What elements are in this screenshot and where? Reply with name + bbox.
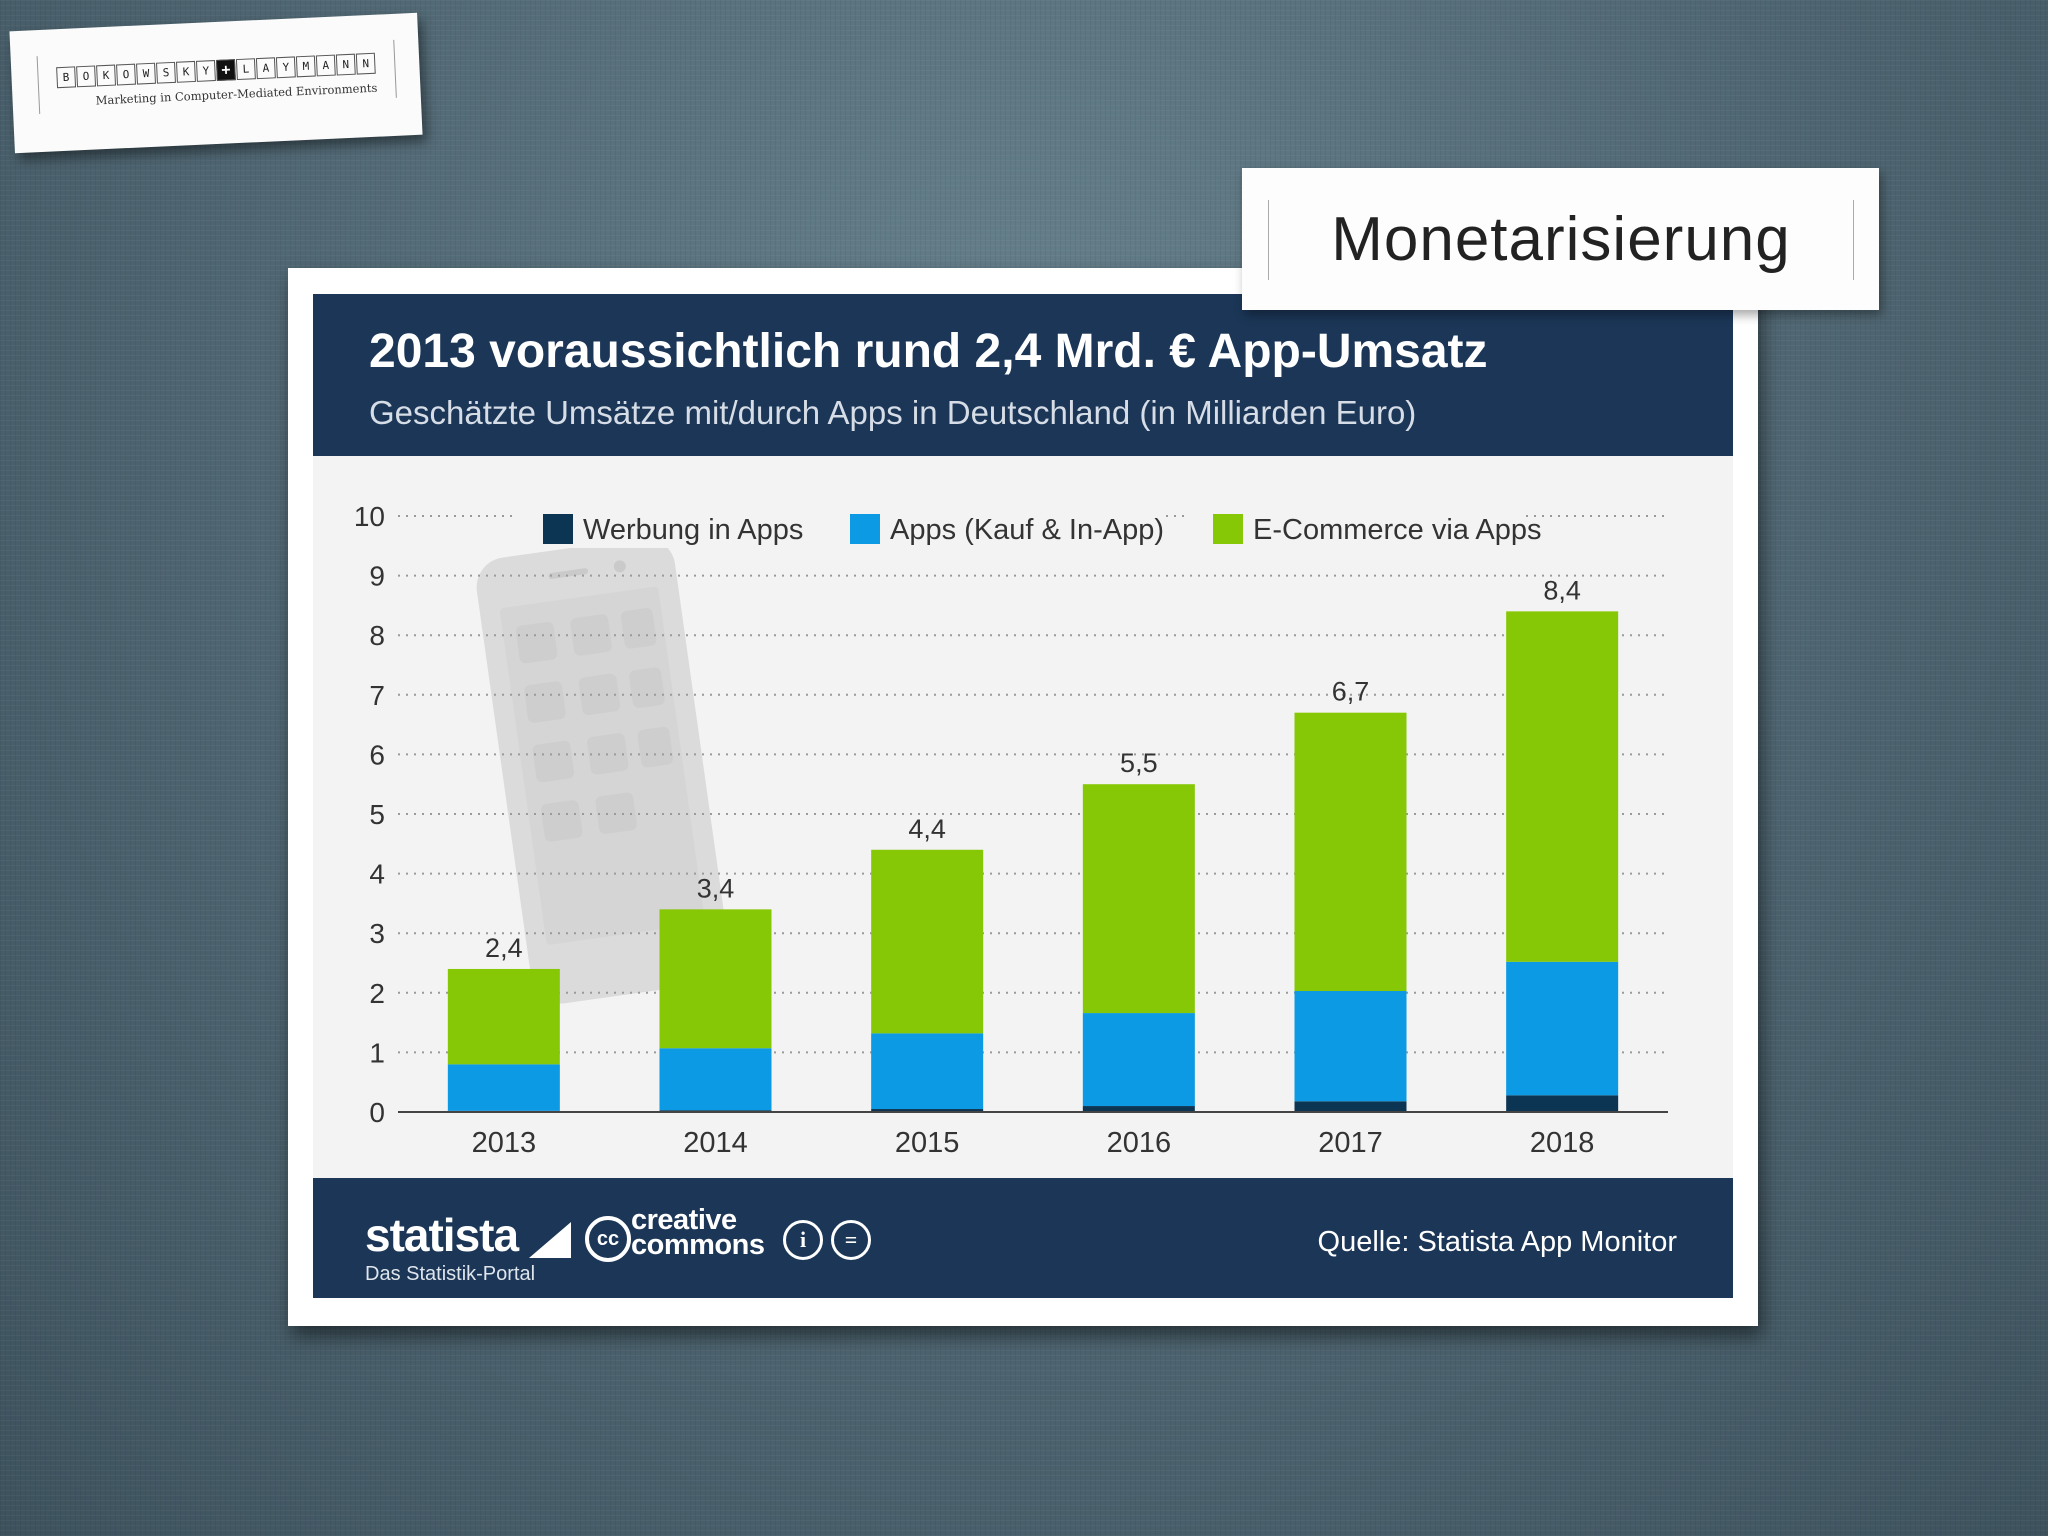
y-tick-label: 8 [369,620,385,651]
data-label: 6,7 [1332,677,1370,707]
plot-area: 0 1 2 3 4 5 6 7 8 9 10 2013 2014 2015 2016 2017 2018 2,… [313,456,1733,1178]
logo-letter: y [275,56,296,79]
bar-segment [659,909,772,1049]
y-tick-label: 0 [369,1097,385,1128]
logo-letter: b [56,66,77,89]
logo-card: b o k o w s k y + l a y m a n n Marketing in Computer-M… [9,12,423,154]
logo-letter: y [195,60,216,82]
y-tick-label: 1 [369,1037,385,1068]
logo-letter: a [255,57,276,80]
logo-frame: b o k o w s k y + l a y m a n n Marketing in Computer-M… [36,39,397,115]
cc-line2: commons [631,1229,765,1261]
bar-segment [1294,991,1407,1102]
data-label: 2,4 [485,933,523,963]
y-tick-label: 5 [369,799,385,830]
chart-title: 2013 voraussichtlich rund 2,4 Mrd. € App… [369,325,1488,378]
chart-photo-frame: 2013 voraussichtlich rund 2,4 Mrd. € App… [288,268,1758,1326]
creative-commons-text: creative commons [631,1204,765,1261]
logo-letter: s [156,61,176,84]
x-tick-label: 2018 [1530,1127,1595,1159]
logo-letter: o [76,65,97,88]
legend-label: Apps (Kauf & In-App) [890,514,1164,546]
data-label: 3,4 [697,873,735,903]
bar-segment [1294,1101,1407,1112]
x-tick-label: 2015 [895,1127,960,1159]
creative-commons-icon: cc [585,1216,631,1262]
bar-segment [1294,712,1407,992]
bar-segment [1082,1013,1195,1107]
x-axis-ticks: 2013 2014 2015 2016 2017 2018 [472,1127,1595,1159]
logo-letter: m [295,55,316,78]
legend-swatch [850,514,880,544]
slide-title-card: Monetarisierung [1242,168,1879,310]
bar-segment [1506,961,1619,1096]
statista-mark-icon [529,1222,571,1258]
legend-label: Werbung in Apps [583,514,803,546]
x-tick-label: 2013 [472,1127,537,1159]
attribution-icon: i [783,1220,823,1260]
chart-header: 2013 voraussichtlich rund 2,4 Mrd. € App… [313,294,1733,456]
source-label: Quelle: Statista App Monitor [1317,1226,1677,1258]
bar-segment [1082,784,1195,1014]
legend: Werbung in Apps Apps (Kauf & In-App) E-Com… [515,508,1542,548]
y-tick-label: 3 [369,918,385,949]
bar-segment [659,1048,772,1111]
smartphone-watermark-icon [476,537,730,1004]
logo-letter: k [96,64,117,87]
slide-title: Monetarisierung [1268,200,1854,280]
bar-segment [1082,1106,1195,1112]
y-tick-label: 4 [369,859,385,890]
x-tick-label: 2016 [1107,1127,1172,1159]
logo-letter: a [315,54,336,77]
total-labels: 2,4 3,4 4,4 5,5 6,7 8,4 [485,575,1581,963]
no-derivatives-icon: = [831,1220,871,1260]
logo-plus-icon: + [215,59,236,81]
bar-segment [447,968,560,1065]
x-tick-label: 2017 [1318,1127,1383,1159]
legend-swatch [1213,514,1243,544]
chart-subtitle: Geschätzte Umsätze mit/durch Apps in Deu… [369,394,1417,431]
logo-letter: n [335,53,356,76]
y-tick-label: 2 [369,978,385,1009]
y-tick-label: 10 [354,501,385,532]
y-tick-label: 7 [369,680,385,711]
y-tick-label: 6 [369,739,385,770]
cc-line1: creative [631,1204,737,1236]
data-label: 8,4 [1543,575,1581,605]
bars [447,611,1619,1112]
bar-segment [1506,1095,1619,1112]
logo-letter: n [355,52,376,75]
logo-tagline: Marketing in Computer-Mediated Environme… [95,80,378,108]
bar-segment [871,1033,984,1110]
y-tick-label: 9 [369,561,385,592]
bar-segment [871,1109,984,1112]
bar-chart: 0 1 2 3 4 5 6 7 8 9 10 2013 2014 2015 2016 2017 2018 2,… [354,501,1668,1159]
legend-label: E-Commerce via Apps [1253,514,1542,546]
statista-logo: statista [365,1209,519,1261]
bar-segment [871,849,984,1034]
logo-letter: w [136,62,156,85]
logo-letter: o [116,63,136,86]
y-axis-ticks: 0 1 2 3 4 5 6 7 8 9 10 [354,501,385,1128]
statista-tagline: Das Statistik-Portal [365,1263,536,1285]
legend-swatch [543,514,573,544]
data-label: 5,5 [1120,748,1158,778]
logo-letter: l [235,58,256,81]
bar-segment [1506,611,1619,962]
bar-segment [447,1064,560,1111]
logo-letter: k [175,60,196,83]
chart-footer: statista Das Statistik-Portal cc creativ… [313,1178,1733,1298]
x-tick-label: 2014 [683,1127,748,1159]
data-label: 4,4 [908,814,946,844]
